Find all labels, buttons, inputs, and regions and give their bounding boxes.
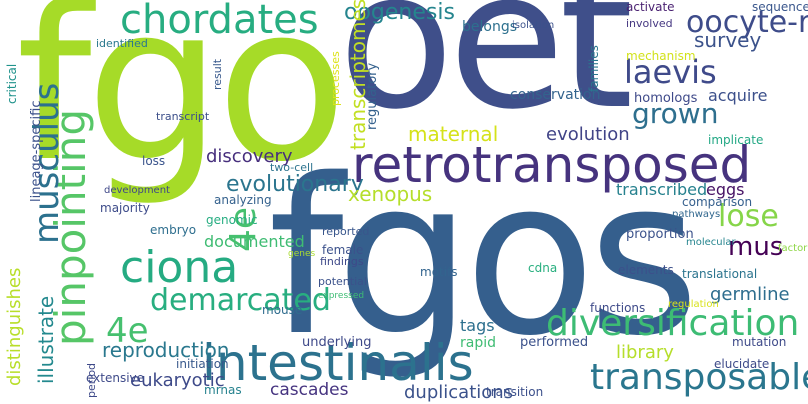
word-regulatory: regulatory (365, 62, 380, 130)
word-extensive: extensive (86, 371, 145, 385)
word-stability: implicate (708, 133, 764, 147)
word-transcriptomes: evolution (546, 124, 630, 145)
word-majority: majority (100, 201, 150, 215)
word-evolutionary: discovery (206, 146, 293, 167)
word-initiation: initiation (176, 357, 229, 371)
word-xenopus: eggs (706, 180, 745, 199)
word-retrotransposed: retrotransposed (352, 136, 752, 194)
word-eggs: mus (728, 232, 784, 262)
word-comparison: comparison (682, 195, 753, 209)
word-mouse: mouse (262, 303, 303, 317)
word-laevis: demarcated (150, 283, 331, 318)
word-elucidate: elucidate (714, 357, 770, 371)
word-illustrate: germline (710, 284, 790, 305)
word-mutation: mutation (732, 335, 787, 349)
word-development: development (104, 185, 170, 196)
word-grown: oocyte-restricted (686, 5, 808, 40)
word-genomic: genomic (206, 213, 258, 227)
word-oocyte-restricted: oogenesis (344, 0, 455, 25)
word-female: female (322, 243, 364, 257)
word-findings: findings (320, 255, 364, 268)
word-proportion: proportion (626, 227, 694, 242)
word-acquire: survey (694, 28, 762, 52)
word-eukaryotic: reproduction (102, 338, 230, 362)
word-loss: loss (142, 154, 166, 168)
word-factor: factor (778, 243, 808, 254)
word-molecular: molecular (686, 237, 736, 248)
word-identified: identified (96, 37, 148, 50)
word-oogenesis: laevis (624, 53, 717, 91)
word-homologs: conservation (510, 87, 601, 103)
word-conservation: mechanism (626, 49, 696, 63)
word-embryo: embryo (150, 223, 197, 237)
word-diversification: 4e (106, 311, 149, 351)
word-period: mrnas (204, 383, 242, 397)
word-mechanism: involved (626, 17, 673, 30)
word-families: families (587, 45, 601, 92)
word-result: result (211, 58, 224, 90)
word-two-cell: two-cell (270, 161, 314, 174)
word-transposable: diversification (546, 303, 800, 344)
word-ciona: ciona (120, 242, 239, 293)
word-implicate: homologs (634, 91, 698, 106)
word-processes: processes (329, 51, 342, 106)
word-tags: eukaryotic (130, 370, 225, 391)
word-transition: transition (486, 385, 544, 399)
word-maternal: acquire (708, 86, 768, 105)
word-translational: translational (682, 267, 758, 281)
word-reproduction: distinguishes (4, 267, 25, 386)
word-mus: lose (718, 199, 779, 234)
word-library: tags (460, 316, 495, 335)
word-duplications: library (616, 342, 674, 363)
word-reported: reported (322, 225, 370, 238)
word-functions: functions (590, 301, 646, 315)
word-chordates: chordates (120, 0, 319, 43)
word-isolation: belongs (462, 19, 518, 35)
word-oet: oet (338, 0, 634, 151)
word-sequence: activate (626, 0, 675, 14)
word-fgos: fgos (268, 132, 700, 383)
word-pathways: pathways (672, 209, 721, 220)
word-activate: isolation (512, 20, 555, 31)
word-performed: performed (520, 335, 589, 350)
word-underlying: underlying (302, 335, 372, 350)
word-analyzing: analyzing (214, 193, 272, 207)
word-expressed: expressed (318, 291, 365, 301)
word-fgo: fgo (16, 0, 348, 209)
word-survey: grown (632, 97, 719, 130)
word-germline: transcribed (616, 180, 708, 199)
word-lineage-specific: lineage-specific (29, 100, 44, 203)
word-transcript: transcript (156, 110, 210, 123)
word-evolution: maternal (408, 122, 499, 146)
word-rapid: rapid (460, 335, 496, 351)
word-lose: evolutionary (226, 172, 364, 197)
word-intestinalis: intestinalis (202, 334, 474, 392)
word-cascades: duplications (404, 382, 514, 403)
word-critical: critical (5, 63, 19, 104)
word-demarcated: transposable (590, 357, 808, 398)
word-elements: elements (618, 263, 674, 277)
word-motifs: motifs (420, 265, 458, 279)
word-regulation: regulation (668, 299, 719, 310)
word-distinguishes: illustrate (34, 295, 58, 384)
word-involved: sequence (752, 0, 808, 14)
word-potential: potential (318, 275, 367, 288)
word-cdna: cdna (528, 261, 558, 275)
word-transcribed: xenopus (348, 182, 433, 206)
word-genes: genes (288, 249, 316, 259)
word-documented: cascades (270, 380, 349, 400)
word-belongs: documented (204, 232, 305, 251)
